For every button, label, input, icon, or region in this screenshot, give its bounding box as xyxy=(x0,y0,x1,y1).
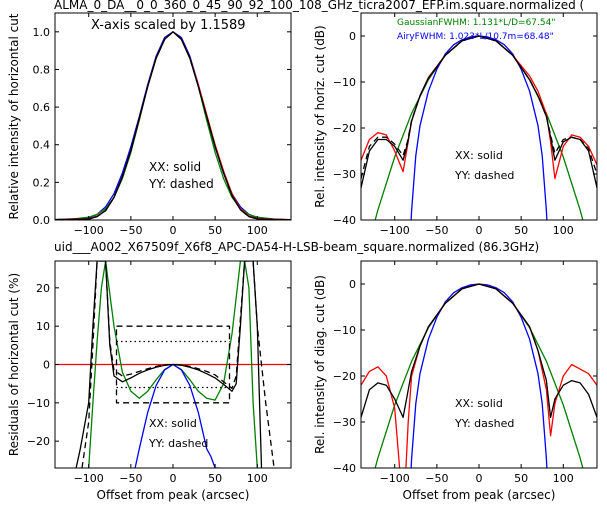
y-axis-label: Residuals of horizontal cut (%) xyxy=(7,273,21,456)
y-tick-label: −20 xyxy=(333,370,356,383)
y-tick-label: −10 xyxy=(333,324,356,337)
y-tick-label: 0 xyxy=(349,278,356,291)
series-line-1 xyxy=(55,31,291,220)
annotation: YY: dashed xyxy=(454,169,514,182)
annotation: YY: dashed xyxy=(148,177,214,191)
x-tick-label: −100 xyxy=(380,224,410,237)
y-axis-label: Relative intensity of horizontal cut xyxy=(7,13,21,219)
series-line-3 xyxy=(361,283,597,419)
x-tick-label: 0 xyxy=(476,224,483,237)
chart-p1: −100 −50 0 50 100 0.0 0.2 0.4 0.6 0.8 1.0 Relative … xyxy=(7,12,292,237)
series-line-3 xyxy=(55,31,291,220)
series-group xyxy=(361,35,597,220)
x-tick-label: 0 xyxy=(170,472,177,485)
y-tick-label: 0 xyxy=(43,359,50,372)
annotation: AiryFWHM: 1.023*L/10.7m=68.48" xyxy=(397,32,554,42)
y-tick-label: 0.6 xyxy=(33,101,51,114)
y-tick-label: 20 xyxy=(36,282,50,295)
annotation: XX: solid xyxy=(455,149,503,162)
x-tick-label: −50 xyxy=(425,472,448,485)
x-tick-label: 100 xyxy=(247,224,268,237)
series-line-0 xyxy=(55,31,291,220)
series-line-1 xyxy=(410,35,548,220)
x-tick-label: −50 xyxy=(425,224,448,237)
x-tick-label: −100 xyxy=(74,224,104,237)
x-axis-label: Offset from peak (arcsec) xyxy=(97,488,250,502)
annotation: XX: solid xyxy=(455,397,503,410)
y-tick-label: −30 xyxy=(333,168,356,181)
plot-frame xyxy=(360,260,598,469)
series-line-4 xyxy=(361,35,597,179)
x-tick-label: 100 xyxy=(553,224,574,237)
annotation: X-axis scaled by 1.1589 xyxy=(91,18,246,33)
figure-title: ALMA_0_DA__0_0_360_0_45_90_92_100_108_GH… xyxy=(54,0,584,12)
y-tick-label: −10 xyxy=(27,397,50,410)
y-tick-label: 0.4 xyxy=(33,139,51,152)
x-axis-label: Offset from peak (arcsec) xyxy=(403,488,556,502)
y-tick-label: 10 xyxy=(36,320,50,333)
y-tick-label: −20 xyxy=(27,435,50,448)
series-line-1 xyxy=(410,283,548,468)
x-tick-label: −100 xyxy=(74,472,104,485)
x-tick-label: 100 xyxy=(247,472,268,485)
x-tick-label: 100 xyxy=(553,472,574,485)
series-line-5 xyxy=(115,325,231,404)
plot-frame xyxy=(360,12,598,221)
x-tick-label: 50 xyxy=(514,224,528,237)
x-tick-label: 50 xyxy=(208,224,222,237)
y-tick-label: 0.0 xyxy=(33,214,51,227)
axes-layer: −100 −50 0 50 1000.00.20.40.60.81.0Relative … xyxy=(7,12,598,502)
x-tick-label: 0 xyxy=(170,224,177,237)
y-tick-label: −30 xyxy=(333,416,356,429)
y-tick-label: −10 xyxy=(333,76,356,89)
annotation: XX: solid xyxy=(149,417,197,430)
series-line-4 xyxy=(81,261,275,468)
y-tick-label: −40 xyxy=(333,462,356,475)
series-group xyxy=(361,283,597,468)
x-tick-label: 0 xyxy=(476,472,483,485)
y-tick-label: 1.0 xyxy=(33,26,51,39)
annotation: YY: dashed xyxy=(148,437,208,450)
annotation: GaussianFWHM: 1.131*L/D=67.54" xyxy=(397,18,555,28)
x-tick-label: −100 xyxy=(380,472,410,485)
series-group xyxy=(55,261,291,468)
series-line-2 xyxy=(55,31,291,220)
annotation: YY: dashed xyxy=(454,417,514,430)
y-tick-label: −40 xyxy=(333,214,356,227)
y-tick-label: 0 xyxy=(349,30,356,43)
x-tick-label: −50 xyxy=(119,224,142,237)
series-line-4 xyxy=(55,31,291,220)
y-tick-label: 0.2 xyxy=(33,176,51,189)
y-axis-label: Rel. intensity of diag. cut (dB) xyxy=(313,275,327,454)
x-tick-label: 50 xyxy=(208,472,222,485)
series-line-2 xyxy=(134,363,220,468)
y-tick-label: −20 xyxy=(333,122,356,135)
y-tick-label: 0.8 xyxy=(33,63,51,76)
figure-subtitle: uid___A002_X67509f_X6f8_APC-DA54-H-LSB-b… xyxy=(54,240,539,254)
series-line-3 xyxy=(361,35,597,188)
series-group xyxy=(55,31,291,220)
x-tick-label: 50 xyxy=(514,472,528,485)
x-tick-label: −50 xyxy=(119,472,142,485)
y-axis-label: Rel. intensity of horiz. cut (dB) xyxy=(313,25,327,207)
annotation: XX: solid xyxy=(149,160,201,174)
